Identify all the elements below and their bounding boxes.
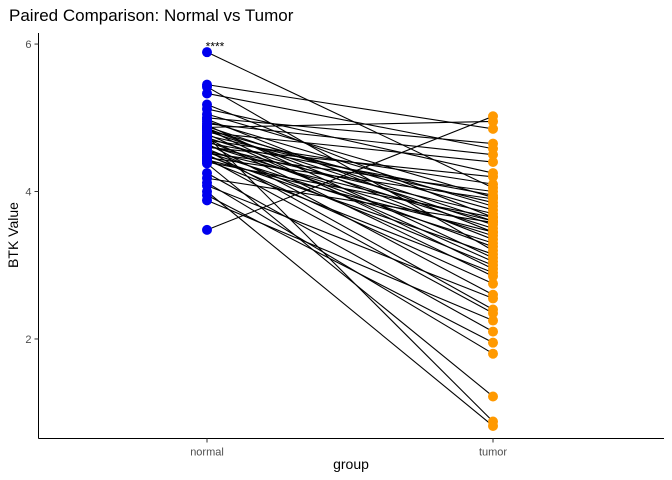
point-normal — [202, 88, 212, 99]
pair-line — [206, 140, 494, 248]
point-tumor — [488, 179, 498, 190]
point-tumor — [488, 123, 498, 134]
point-normal — [202, 158, 212, 169]
pair-line — [206, 159, 494, 233]
y-tick-label: 4 — [25, 187, 31, 199]
pair-line — [206, 163, 494, 397]
pair-line — [206, 123, 494, 156]
chart-title: Paired Comparison: Normal vs Tumor — [9, 6, 294, 25]
pair-lines — [206, 51, 494, 427]
pair-line — [206, 131, 494, 163]
point-tumor — [488, 267, 498, 278]
pair-line — [206, 142, 494, 196]
point-tumor — [488, 186, 498, 197]
pair-line — [206, 146, 494, 178]
point-tumor — [488, 391, 498, 402]
point-tumor — [488, 138, 498, 149]
pair-line — [206, 150, 494, 222]
point-tumor — [488, 337, 498, 348]
point-tumor — [488, 278, 498, 289]
pair-line — [206, 117, 494, 145]
pair-line — [206, 155, 494, 255]
pair-line — [206, 126, 494, 222]
pair-line — [206, 137, 494, 229]
point-tumor — [488, 227, 498, 238]
pair-line — [206, 113, 494, 198]
point-tumor — [488, 348, 498, 359]
pair-line — [206, 182, 494, 355]
point-tumor — [488, 171, 498, 182]
point-tumor — [488, 111, 498, 122]
x-tick-label: tumor — [479, 447, 507, 459]
pair-line — [206, 199, 494, 322]
x-axis-title: group — [333, 456, 369, 472]
pair-line — [206, 160, 494, 274]
point-tumor — [488, 293, 498, 304]
pair-line — [206, 157, 494, 314]
pair-line — [206, 84, 494, 130]
point-normal — [202, 195, 212, 206]
pair-line — [206, 191, 494, 427]
pair-line — [206, 145, 494, 215]
point-tumor — [488, 249, 498, 260]
pair-line — [206, 115, 494, 231]
pair-line — [206, 172, 494, 333]
y-tick-label: 6 — [25, 39, 31, 51]
point-tumor — [488, 420, 498, 431]
point-tumor — [488, 308, 498, 319]
point-tumor — [488, 149, 498, 160]
point-tumor — [488, 326, 498, 337]
point-tumor — [488, 238, 498, 249]
data-points — [202, 47, 498, 431]
pair-line — [206, 51, 494, 189]
pair-line — [206, 144, 494, 237]
pair-line — [206, 129, 494, 211]
pair-line — [206, 154, 494, 285]
pair-line — [206, 149, 494, 310]
pair-line — [206, 120, 494, 128]
x-tick-label: normal — [190, 447, 224, 459]
pair-line — [206, 104, 494, 218]
pair-line — [206, 108, 494, 174]
point-normal — [202, 224, 212, 235]
pair-line — [206, 135, 494, 422]
point-tumor — [488, 157, 498, 168]
axis-ticks: 2 4 6 normal tumor — [25, 39, 507, 458]
point-tumor — [488, 315, 498, 326]
pair-line — [206, 194, 494, 344]
pair-line — [206, 177, 494, 224]
y-tick-label: 2 — [25, 334, 31, 346]
point-tumor — [488, 217, 498, 228]
pair-line — [206, 157, 494, 200]
pair-line — [206, 161, 494, 218]
point-tumor — [488, 193, 498, 204]
point-tumor — [488, 260, 498, 271]
pair-line — [206, 185, 494, 299]
pair-line — [206, 152, 494, 193]
significance-annotation: **** — [206, 39, 225, 53]
pair-line — [206, 151, 494, 244]
y-axis-title: BTK Value — [5, 202, 21, 268]
pair-line — [206, 148, 494, 266]
point-normal — [202, 47, 212, 58]
